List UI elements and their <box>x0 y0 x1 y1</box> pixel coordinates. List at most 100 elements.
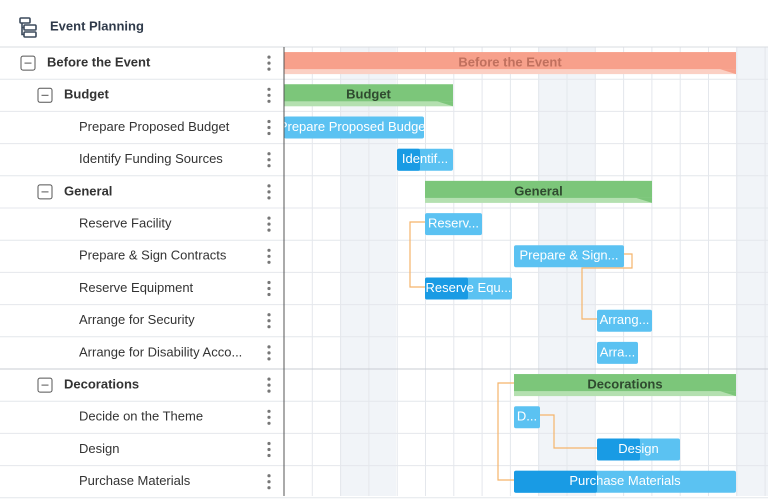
task-bar[interactable] <box>514 406 540 429</box>
row-menu-dot <box>267 164 271 168</box>
row-menu-dot <box>267 453 271 458</box>
task-label: Purchase Materials <box>79 473 191 488</box>
row-menu-dot <box>267 248 271 252</box>
row-menu-dot <box>267 474 271 478</box>
task-label: Design <box>79 441 119 456</box>
title: Event Planning <box>50 18 144 33</box>
link <box>581 253 633 320</box>
summary-bar-cap <box>437 101 453 107</box>
app-icon <box>19 17 37 38</box>
summary-bar-top <box>284 84 453 102</box>
row-menu-dot <box>267 196 271 200</box>
row-menu-dot <box>267 313 271 317</box>
summary-bar-top <box>425 180 652 198</box>
task-bar[interactable] <box>425 213 482 236</box>
link <box>497 382 514 481</box>
row-menu-dot <box>267 152 271 156</box>
task-bar[interactable] <box>597 341 638 364</box>
row-menu-dot <box>267 351 271 355</box>
summary-bar-label[interactable]: Budget <box>346 87 391 102</box>
task-label: Reserve Facility <box>79 216 172 231</box>
task-bar-label[interactable]: Arrang... <box>600 312 650 327</box>
group-label: Before the Event <box>47 55 151 70</box>
row-menu-dot <box>267 280 271 285</box>
dependency-links <box>409 221 633 481</box>
summary-bar-label[interactable]: Decorations <box>587 377 662 392</box>
row-menu-dot <box>267 93 271 97</box>
task-bar-label[interactable]: Reserve Equ... <box>426 280 512 295</box>
summary-bar-label[interactable]: Before the Event <box>458 55 562 70</box>
summary-bar-label[interactable]: General <box>514 183 562 198</box>
row-menu-dot <box>267 319 271 323</box>
row-menu-dot <box>267 345 271 349</box>
task-bar-label[interactable]: Prepare Proposed Budget <box>279 119 430 134</box>
row-menu-dot <box>267 61 271 65</box>
task-bar[interactable] <box>597 309 652 332</box>
row-menu-dot <box>267 383 271 387</box>
row-menu-dot <box>267 99 271 103</box>
task-bar-label[interactable]: Purchase Materials <box>569 473 681 488</box>
row-menu-dot <box>267 480 271 484</box>
weekend-shade <box>736 47 768 496</box>
row-menu-dot <box>267 119 271 124</box>
weekend-shade <box>340 47 396 496</box>
link <box>409 221 425 288</box>
row-menu-dot <box>267 415 271 419</box>
task-label: Prepare & Sign Contracts <box>79 248 227 263</box>
task-progress <box>397 148 420 171</box>
row-menu-dot <box>267 421 271 425</box>
row-menu-dot <box>267 447 271 452</box>
task-label: Identify Funding Sources <box>79 151 223 166</box>
link <box>540 414 597 449</box>
task-list: Before the Event Budget Prepare Proposed B… <box>0 55 768 499</box>
row-menu-dot <box>267 228 271 232</box>
task-label: Decide on the Theme <box>79 409 203 424</box>
row-menu-dot <box>267 260 271 264</box>
row-menu-dot <box>267 131 271 136</box>
task-bar[interactable] <box>284 116 424 139</box>
row-menu-dot <box>267 222 271 226</box>
task-bar-label[interactable]: Reserv... <box>428 216 479 231</box>
row-menu-dot <box>267 357 271 361</box>
row-menu-dot <box>267 486 271 490</box>
group-label: Decorations <box>64 377 139 392</box>
task-progress <box>514 470 597 493</box>
row-menu-dot <box>267 67 271 71</box>
task-label: Reserve Equipment <box>79 280 194 295</box>
row-menu-dot <box>267 441 271 446</box>
bars: Before the Event Budget Prepare Proposed B… <box>279 52 736 493</box>
group-label: Budget <box>64 87 109 102</box>
task-label: Prepare Proposed Budget <box>79 119 230 134</box>
row-menu-dot <box>267 158 271 162</box>
task-bar-label[interactable]: Identif... <box>402 151 448 166</box>
row-menu-dot <box>267 190 271 194</box>
row-menu-dot <box>267 254 271 258</box>
task-bar-label[interactable]: D... <box>517 409 537 424</box>
row-menu-dot <box>267 325 271 329</box>
row-menu-dot <box>267 409 271 413</box>
task-bar-label[interactable]: Design <box>618 441 658 456</box>
summary-bar-top <box>514 374 736 392</box>
row-menu-dot <box>267 292 271 297</box>
task-progress <box>597 438 640 461</box>
task-bar[interactable] <box>514 245 624 268</box>
task-label: Arrange for Security <box>79 312 195 327</box>
row-menu-dot <box>267 216 271 220</box>
row-menu-dot <box>267 389 271 393</box>
task-progress <box>425 277 468 300</box>
row-menu-dot <box>267 286 271 291</box>
row-menu-dot <box>267 125 271 130</box>
row-menu-dot <box>267 55 271 59</box>
summary-bar-cap <box>636 197 652 203</box>
row-menu-dot <box>267 87 271 91</box>
task-label: Arrange for Disability Acco... <box>79 344 242 359</box>
group-label: General <box>64 183 112 198</box>
task-bar-label[interactable]: Arra... <box>600 344 635 359</box>
row-menu-dot <box>267 184 271 188</box>
task-bar-label[interactable]: Prepare & Sign... <box>520 248 619 263</box>
summary-bar-top <box>284 52 736 70</box>
summary-bar-cap <box>720 391 736 397</box>
summary-bar-cap <box>720 69 736 75</box>
row-menu-dot <box>267 377 271 381</box>
